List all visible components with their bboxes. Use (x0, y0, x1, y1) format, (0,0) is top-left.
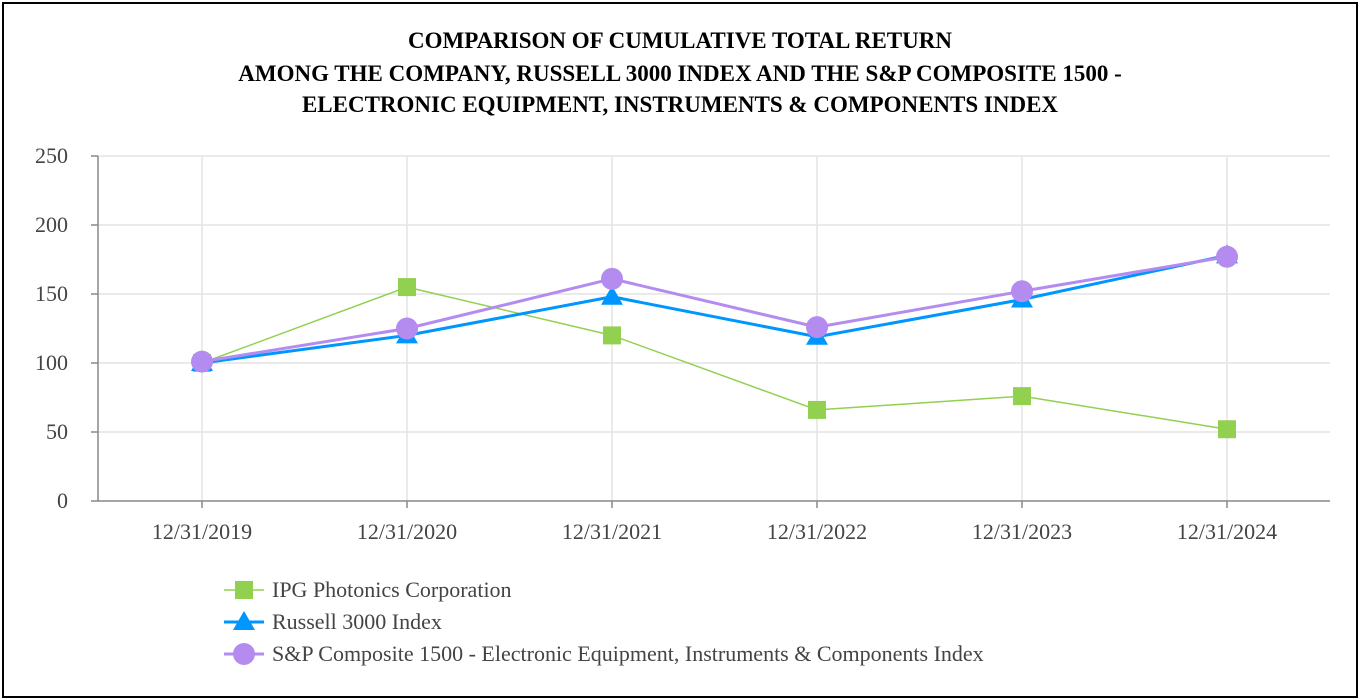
legend-marker-circle (233, 643, 255, 665)
x-tick-label: 12/31/2020 (357, 519, 457, 544)
grid (98, 155, 1330, 501)
y-tick-label: 150 (35, 281, 68, 306)
data-point-square (1218, 420, 1236, 439)
data-point-circle (396, 317, 418, 340)
legend-label: Russell 3000 Index (272, 609, 442, 634)
series-line (201, 255, 1228, 364)
series-line (201, 253, 1228, 365)
y-tick-label: 250 (35, 143, 68, 168)
data-point-circle (601, 267, 623, 290)
y-tick-label: 0 (57, 488, 68, 513)
chart-title-line-3: ELECTRONIC EQUIPMENT, INSTRUMENTS & COMP… (301, 92, 1059, 117)
data-point-circle (1011, 280, 1033, 303)
legend-marker-triangle (233, 611, 255, 630)
legend-label: S&P Composite 1500 - Electronic Equipmen… (272, 641, 984, 666)
chart-title-line-2: AMONG THE COMPANY, RUSSELL 3000 INDEX AN… (238, 61, 1122, 86)
x-tick-label: 12/31/2024 (1177, 519, 1277, 544)
data-point-circle (1216, 245, 1238, 268)
legend-label: IPG Photonics Corporation (272, 577, 512, 602)
axes (91, 155, 1330, 508)
data-point-circle (806, 316, 828, 339)
y-tick-label: 200 (35, 212, 68, 237)
chart-title-line-1: COMPARISON OF CUMULATIVE TOTAL RETURN (408, 28, 952, 53)
data-point-square (1013, 387, 1031, 406)
data-point-square (398, 278, 416, 297)
data-point-square (603, 326, 621, 345)
legend: IPG Photonics Corporation Russell 3000 In… (224, 577, 984, 666)
x-tick-labels: 12/31/2019 12/31/2020 12/31/2021 12/31/2022… (152, 519, 1277, 544)
data-point-triangle (601, 285, 623, 305)
x-tick-label: 12/31/2023 (972, 519, 1072, 544)
series-group (191, 244, 1238, 439)
data-point-square (808, 400, 826, 419)
y-tick-label: 100 (35, 350, 68, 375)
series-2 (191, 244, 1238, 371)
series-line (201, 286, 1228, 430)
x-tick-label: 12/31/2022 (767, 519, 867, 544)
x-tick-label: 12/31/2019 (152, 519, 252, 544)
series-3 (191, 245, 1238, 373)
legend-item-3: S&P Composite 1500 - Electronic Equipmen… (224, 641, 984, 666)
legend-item-2: Russell 3000 Index (224, 609, 442, 634)
legend-item-1: IPG Photonics Corporation (224, 577, 512, 602)
data-point-circle (191, 350, 213, 373)
legend-marker-square (235, 581, 253, 599)
y-tick-labels: 0 50 100 150 200 250 (35, 143, 68, 513)
x-tick-label: 12/31/2021 (562, 519, 662, 544)
y-tick-label: 50 (46, 419, 68, 444)
